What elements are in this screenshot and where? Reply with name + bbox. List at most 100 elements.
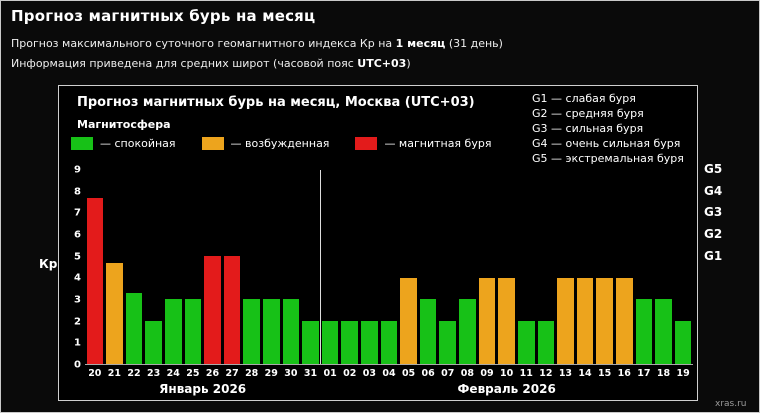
x-label-day-26: 26 [205, 368, 220, 379]
x-label-day-01: 01 [323, 368, 337, 379]
y-tick-3: 3 [74, 294, 81, 306]
x-axis: 20 21 22 23 24 25 26 27 28 29 30 31 01 02 03 04 05 06 07 08… [85, 368, 693, 379]
bar-day-14 [576, 277, 594, 364]
x-label-day-08: 08 [460, 368, 474, 379]
bar-day-31 [302, 320, 319, 364]
x-label-day-12: 12 [539, 368, 553, 379]
x-label-day-09: 09 [480, 368, 494, 379]
bar-slot [379, 170, 399, 364]
y-axis: 0 1 2 3 4 5 6 7 8 9 [65, 165, 81, 371]
bar-slot [458, 170, 478, 364]
bar-slot [556, 170, 576, 364]
g-scale-legend-item-3: G3 — сильная буря [532, 122, 644, 135]
bar-day-18 [655, 299, 672, 364]
bar-slot [595, 170, 615, 364]
chart-frame: Прогноз магнитных бурь на месяц, Москва … [58, 85, 698, 401]
month-label-2: Февраль 2026 [457, 382, 556, 396]
bar-day-15 [596, 277, 613, 364]
bar-day-19 [674, 320, 692, 364]
bar-day-04 [380, 320, 398, 364]
bar-day-12 [537, 320, 555, 364]
legend-item-green: — спокойная [71, 137, 176, 150]
x-label-day-18: 18 [656, 368, 671, 379]
bar-slot [575, 170, 595, 364]
subtitle-2-bold: UTC+03 [357, 57, 407, 70]
y-tick-8: 8 [74, 186, 81, 198]
bar-slot [222, 170, 242, 364]
bar-day-02 [341, 320, 359, 364]
bar-slot [105, 170, 125, 364]
bar-day-11 [517, 320, 535, 364]
x-label-day-10: 10 [499, 368, 514, 379]
bar-slot [340, 170, 360, 364]
x-label-day-31: 31 [303, 368, 318, 379]
x-label-day-03: 03 [362, 368, 376, 379]
legend-item-red: — магнитная буря [355, 137, 491, 150]
right-axis-label-G5: G5 [704, 162, 723, 176]
subtitle-line-1: Прогноз максимального суточного геомагни… [11, 37, 503, 50]
legend-label-green: — спокойная [100, 137, 176, 150]
bar-day-17 [635, 299, 653, 364]
y-axis-title: Кр [39, 257, 58, 271]
x-label-day-07: 07 [441, 368, 455, 379]
bar-slot [654, 170, 674, 364]
subtitle-2-prefix: Информация приведена для средних широт (… [11, 57, 358, 70]
x-label-day-19: 19 [676, 368, 690, 379]
month-labels: Январь 2026 Февраль 2026 [85, 382, 693, 398]
month-separator-line [320, 170, 322, 364]
bar-day-24 [164, 299, 182, 364]
magnetosphere-label: Магнитосфера [77, 118, 171, 131]
x-label-day-14: 14 [578, 368, 592, 379]
bar-slot [203, 170, 223, 364]
legend-item-orange: — возбужденная [201, 137, 330, 150]
bar-day-30 [282, 299, 300, 364]
right-axis: G1 G2 G3 G4 G5 [704, 162, 734, 364]
bar-slot [85, 170, 105, 364]
x-label-day-15: 15 [598, 368, 612, 379]
bar-day-20 [86, 198, 104, 364]
bar-day-16 [615, 277, 633, 364]
bar-day-03 [361, 320, 378, 364]
bar-slot [242, 170, 262, 364]
x-label-day-02: 02 [343, 368, 357, 379]
g-scale-legend-item-5: G5 — экстремальная буря [532, 152, 684, 165]
x-label-day-05: 05 [401, 368, 416, 379]
bar-slot [281, 170, 301, 364]
bar-day-10 [498, 277, 515, 364]
bar-slot [320, 170, 340, 364]
x-label-day-22: 22 [127, 368, 141, 379]
y-tick-6: 6 [74, 229, 81, 241]
legend-label-red: — магнитная буря [384, 137, 492, 150]
right-axis-label-G1: G1 [704, 248, 723, 263]
right-axis-label-G2: G2 [704, 226, 723, 241]
watermark-link: xras.ru [715, 399, 747, 409]
bar-day-26 [204, 256, 221, 364]
legend-swatch-orange [201, 137, 224, 150]
bar-slot [418, 170, 438, 364]
bar-day-28 [243, 299, 260, 364]
plot-area [85, 170, 693, 365]
x-label-day-20: 20 [88, 368, 102, 379]
bar-slot [536, 170, 556, 364]
y-tick-1: 1 [74, 337, 81, 349]
g-scale-legend: G1 — слабая буря G2 — средняя буря G3 — си… [532, 91, 684, 166]
right-axis-label-G4: G4 [704, 183, 723, 198]
bar-day-09 [478, 277, 496, 364]
bar-day-25 [184, 299, 202, 364]
subtitle-1-prefix: Прогноз максимального суточного геомагни… [11, 37, 396, 50]
bar-slot [634, 170, 654, 364]
y-tick-5: 5 [74, 251, 81, 263]
bar-slot [614, 170, 634, 364]
right-axis-label-G3: G3 [704, 205, 723, 220]
legend-label-orange: — возбужденная [230, 137, 330, 150]
bar-slot [497, 170, 517, 364]
bar-slot [261, 170, 281, 364]
page-title: Прогноз магнитных бурь на месяц [11, 7, 316, 25]
x-label-day-25: 25 [186, 368, 200, 379]
x-label-day-11: 11 [519, 368, 533, 379]
bar-day-23 [145, 320, 162, 364]
bar-day-21 [106, 262, 123, 364]
x-label-day-17: 17 [637, 368, 651, 379]
y-tick-7: 7 [74, 207, 81, 219]
